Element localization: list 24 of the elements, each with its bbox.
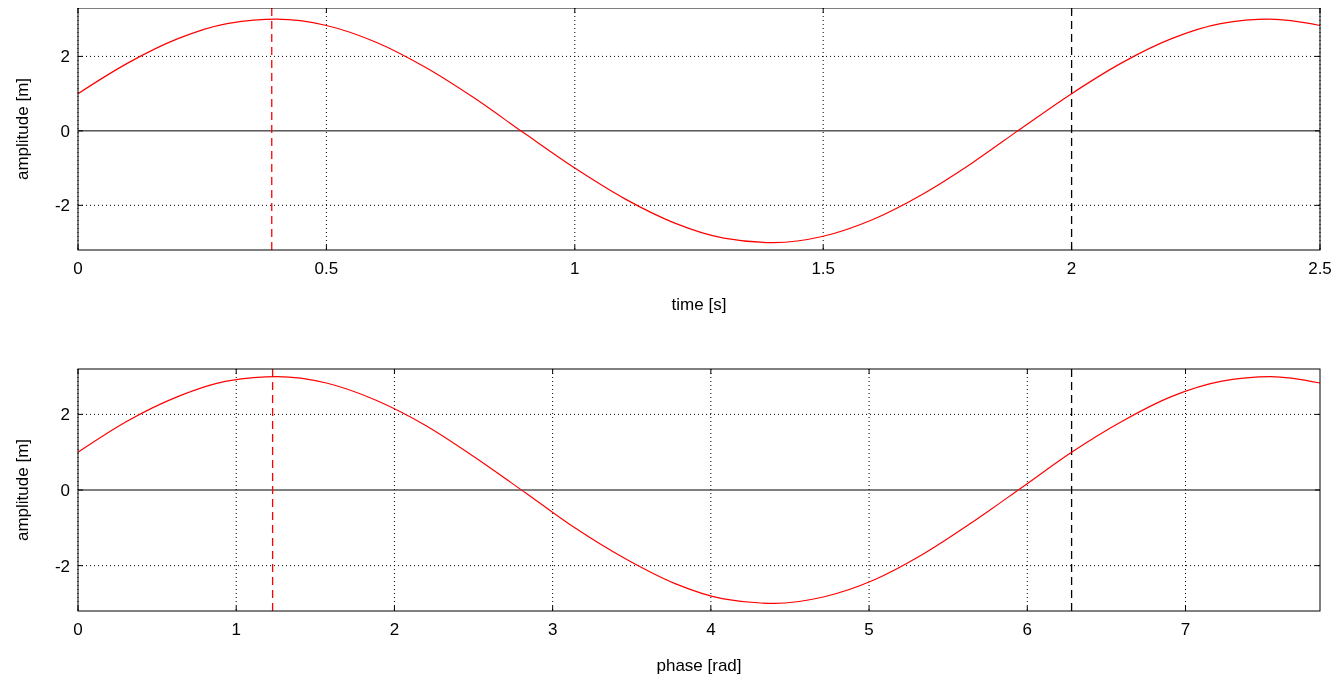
x-tick-label: 2 — [389, 620, 400, 639]
x-tick-label: 2 — [1066, 259, 1077, 278]
x-tick-label: 0 — [73, 620, 83, 639]
y-tick-label: 0 — [60, 480, 70, 500]
y-tick-label: 2 — [60, 47, 70, 67]
y-axis-title: amplitude [m] — [13, 438, 32, 542]
x-tick-label: 1.5 — [811, 259, 836, 278]
y-axis-title: amplitude [m] — [13, 77, 32, 181]
x-tick-label: 1 — [570, 259, 580, 278]
x-tick-label: 0.5 — [314, 259, 339, 278]
x-tick-label: 0 — [73, 259, 83, 278]
x-tick-label: 6 — [1022, 620, 1033, 639]
y-tick-label: -2 — [54, 196, 70, 216]
y-tick-label: 2 — [60, 405, 70, 425]
x-tick-label: 1 — [231, 620, 241, 639]
y-tick-label: -2 — [54, 556, 70, 576]
x-axis-title: time [s] — [671, 295, 727, 314]
x-tick-label: 7 — [1180, 620, 1191, 639]
x-tick-label: 3 — [547, 620, 558, 639]
x-tick-label: 2.5 — [1308, 259, 1332, 278]
x-axis-title: phase [rad] — [656, 656, 742, 675]
y-tick-label: 0 — [60, 121, 70, 141]
x-tick-label: 5 — [864, 620, 874, 639]
x-tick-label: 4 — [706, 620, 716, 639]
